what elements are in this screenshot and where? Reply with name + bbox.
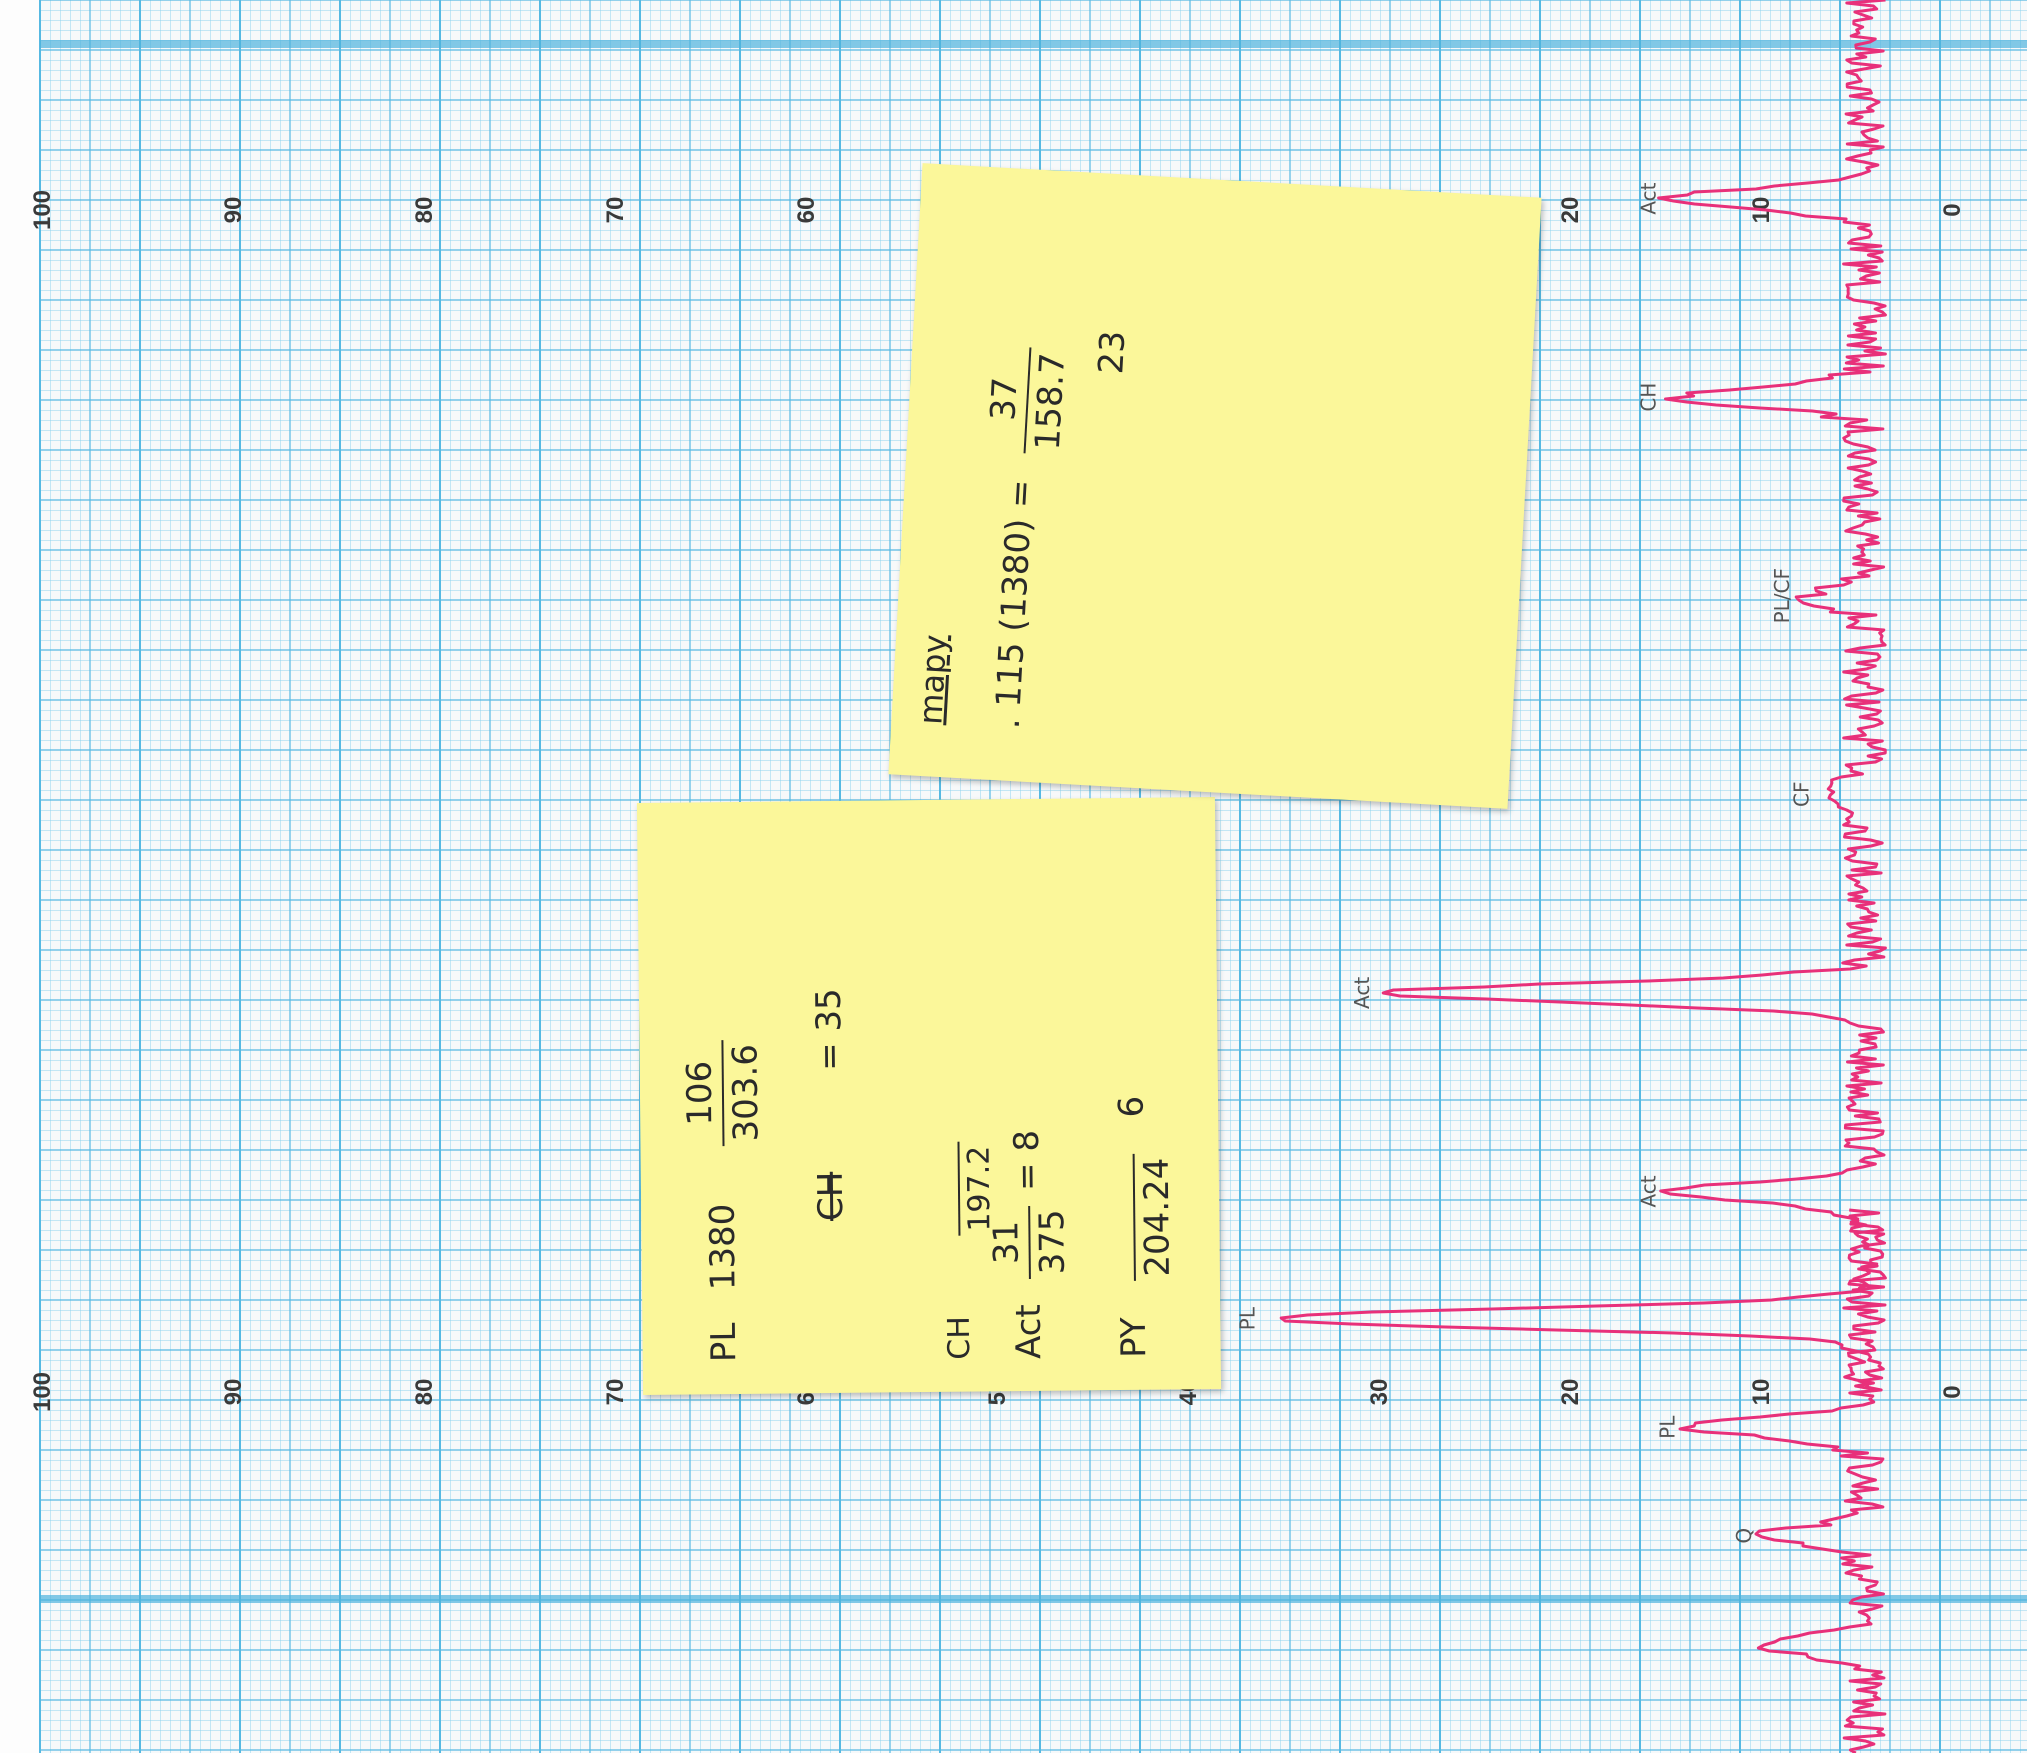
note-left-pl: PL <box>703 1322 745 1363</box>
axis-tick-label-1: 70 <box>602 1379 629 1406</box>
note-right-37: 37 <box>983 376 1026 422</box>
peak-label-0-0: Act <box>1637 182 1661 214</box>
sticky-note-right: mapy . 115 (1380) = 37 158.7 23 <box>888 163 1542 809</box>
axis-tick-label-0: 80 <box>411 197 438 224</box>
note-left-6: 6 <box>1111 1095 1152 1118</box>
peak-label-0-4: Act <box>1350 977 1374 1009</box>
note-left-106: 106 <box>679 1060 721 1126</box>
note-left-35: = 35 <box>808 988 850 1072</box>
note-left-line1: PL 1380 106 303.6 <box>679 1036 768 1363</box>
note-right-fraction: 37 158.7 <box>982 345 1074 456</box>
note-left-py: PY <box>1113 1317 1155 1359</box>
note-right-23: 23 <box>1091 329 1134 376</box>
note-left-204-24: 204.24 <box>1132 1153 1178 1281</box>
chromatogram-trace-0 <box>1381 0 1887 1391</box>
note-left-ch-struck: CH <box>810 1171 852 1222</box>
axis-tick-label-0: 60 <box>793 197 820 224</box>
axis-tick-label-1: 30 <box>1366 1379 1393 1406</box>
note-right-mapy: mapy <box>911 633 955 726</box>
peak-label-0-3: CF <box>1789 782 1813 807</box>
peak-label-0-2: PL/CF <box>1770 568 1794 623</box>
note-left-1380: 1380 <box>702 1203 744 1291</box>
note-left-375: 375 <box>1028 1205 1073 1279</box>
note-left-fraction-1: 106 303.6 <box>679 1039 767 1146</box>
note-left-8: = 8 <box>1006 1129 1048 1192</box>
peak-label-1-2: Q <box>1732 1528 1756 1544</box>
paper-margin <box>0 0 40 1753</box>
peak-label-0-5: Act <box>1637 1175 1661 1207</box>
note-right-158-7: 158.7 <box>1023 347 1074 456</box>
note-left-line2: CH = 35 <box>809 988 853 1361</box>
axis-tick-label-1: 20 <box>1557 1379 1584 1406</box>
peak-label-1-1: PL <box>1656 1415 1680 1439</box>
note-left-303-6: 303.6 <box>721 1039 767 1146</box>
axis-tick-label-1: 90 <box>220 1379 247 1406</box>
note-left-fraction-4: 31 375 <box>986 1205 1073 1279</box>
note-right-formula: . 115 (1380) = 37 158.7 <box>966 341 1074 731</box>
traces <box>1279 0 1887 1753</box>
note-left-31: 31 <box>986 1220 1027 1265</box>
axis-tick-label-1: 80 <box>411 1379 438 1406</box>
note-left-act: Act <box>1008 1304 1050 1360</box>
note-right-115-1380: . 115 (1380) = <box>987 478 1042 730</box>
sticky-note-left: PL 1380 106 303.6 CH = 35 CH 197.2 Act 3… <box>636 796 1222 1396</box>
axis-tick-label-1: 100 <box>29 1372 56 1412</box>
peak-label-0-1: CH <box>1637 383 1661 412</box>
axis-tick-label-0: 20 <box>1557 197 1584 224</box>
note-left-ch: CH <box>941 1315 978 1360</box>
chromatogram-trace-1 <box>1279 1208 1887 1753</box>
axis-tick-label-1: 0 <box>1939 1385 1966 1398</box>
axis-tick-label-0: 70 <box>602 197 629 224</box>
axis-tick-label-0: 90 <box>220 197 247 224</box>
peak-labels: Act CH PL/CF CF Act Act PL PL Q <box>1235 182 1813 1543</box>
chart-separator-bar <box>40 40 2027 48</box>
note-left-line5: PY 204.24 6 <box>1090 1095 1179 1358</box>
peak-label-1-0: PL <box>1235 1306 1259 1330</box>
axis-tick-label-0: 100 <box>29 190 56 230</box>
axis-tick-label-1: 10 <box>1748 1379 1775 1406</box>
note-left-fraction-5: 204.24 <box>1091 1153 1178 1281</box>
note-right-result: 23 <box>1091 330 1133 375</box>
note-right-heading: mapy <box>911 634 954 726</box>
chart-separator-bar <box>40 1595 2027 1603</box>
axis-tick-label-0: 0 <box>1939 203 1966 216</box>
note-left-line4: Act 31 375 = 8 <box>985 1130 1073 1360</box>
